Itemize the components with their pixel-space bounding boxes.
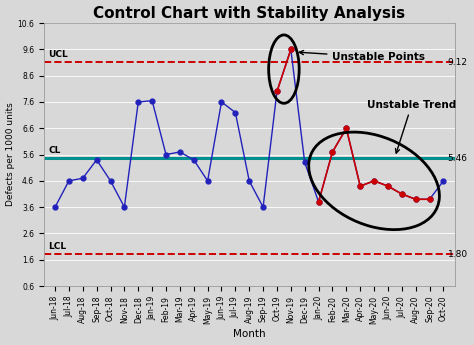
Title: Control Chart with Stability Analysis: Control Chart with Stability Analysis — [93, 6, 405, 21]
Text: 5.46: 5.46 — [447, 154, 467, 163]
X-axis label: Month: Month — [233, 329, 265, 339]
Text: 9.12: 9.12 — [447, 58, 467, 67]
Text: Unstable Trend: Unstable Trend — [367, 100, 456, 153]
Text: Unstable Points: Unstable Points — [299, 50, 426, 62]
Text: 1.80: 1.80 — [447, 250, 468, 259]
Text: LCL: LCL — [48, 242, 66, 252]
Y-axis label: Defects per 1000 units: Defects per 1000 units — [6, 103, 15, 206]
Text: CL: CL — [48, 146, 61, 155]
Text: UCL: UCL — [48, 50, 68, 59]
